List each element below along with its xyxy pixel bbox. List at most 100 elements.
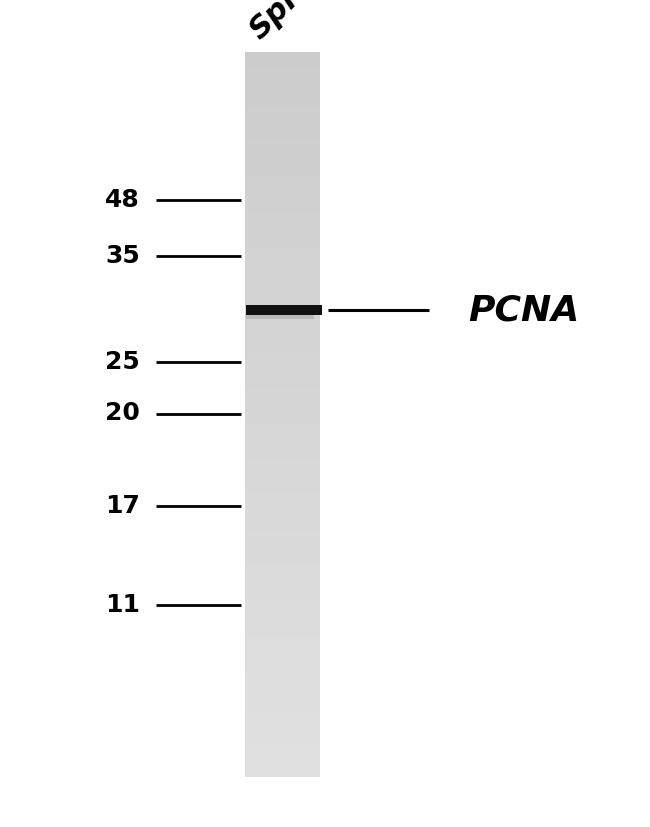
Bar (246, 212, 320, 218)
Bar (246, 76, 320, 83)
Bar (246, 467, 320, 473)
Bar (246, 245, 320, 251)
Text: 17: 17 (105, 494, 140, 519)
Bar (246, 351, 320, 358)
Bar (246, 491, 320, 498)
Bar (246, 675, 320, 681)
Bar (246, 192, 320, 198)
Text: 35: 35 (105, 244, 140, 269)
Bar (246, 394, 320, 401)
Bar (246, 587, 320, 594)
Bar (246, 520, 320, 527)
Bar (246, 549, 320, 556)
Bar (246, 375, 320, 382)
Bar (246, 134, 320, 141)
Bar (246, 260, 320, 266)
Bar (246, 708, 320, 715)
Bar (246, 308, 320, 314)
Bar (246, 626, 320, 633)
Bar (246, 255, 320, 261)
Bar (246, 385, 320, 391)
Bar (246, 655, 320, 662)
Bar (246, 442, 320, 449)
Bar (246, 510, 320, 517)
Bar (246, 182, 320, 189)
Bar (246, 752, 320, 758)
Bar (246, 718, 320, 724)
Bar (246, 168, 320, 174)
Bar (246, 438, 320, 445)
Bar (246, 390, 320, 396)
Bar (246, 645, 320, 652)
Bar (246, 105, 320, 112)
Bar (246, 305, 322, 315)
Bar (246, 347, 320, 353)
Bar (246, 294, 320, 300)
Bar (246, 641, 320, 647)
Bar (246, 481, 320, 488)
Bar (246, 534, 320, 541)
Bar (246, 284, 320, 290)
Bar (246, 139, 320, 146)
Bar (246, 96, 320, 102)
Bar (246, 197, 320, 203)
Bar (246, 650, 320, 657)
Bar (246, 447, 320, 454)
Bar (246, 86, 320, 93)
Bar (246, 728, 320, 734)
Bar (246, 100, 320, 107)
Bar (246, 303, 320, 309)
Bar (246, 771, 320, 777)
Bar (246, 404, 320, 411)
Bar (246, 279, 320, 285)
Bar (246, 703, 320, 710)
Bar (246, 313, 320, 319)
Bar (246, 414, 320, 420)
Bar (246, 684, 320, 691)
Bar (246, 231, 320, 237)
Bar (246, 554, 320, 561)
Bar (246, 323, 320, 328)
Bar (246, 81, 320, 88)
Bar (246, 54, 320, 777)
Bar (246, 241, 320, 246)
Bar (246, 529, 320, 536)
Text: 48: 48 (105, 188, 140, 213)
Bar (246, 713, 320, 719)
Bar (246, 71, 320, 78)
Bar (246, 694, 320, 700)
Bar (246, 163, 320, 170)
Bar (246, 612, 320, 619)
Bar (246, 568, 320, 575)
Bar (246, 500, 320, 507)
Bar (246, 399, 320, 406)
Bar (246, 236, 320, 242)
Bar (246, 689, 320, 696)
Bar (246, 433, 320, 440)
Text: 11: 11 (105, 593, 140, 618)
Bar (246, 578, 320, 585)
Bar (246, 679, 320, 686)
Bar (246, 621, 320, 628)
Bar (246, 129, 320, 136)
Bar (246, 187, 320, 194)
Bar (246, 67, 320, 73)
Bar (246, 173, 320, 179)
Bar (246, 515, 320, 522)
Bar (246, 539, 320, 546)
Bar (246, 110, 320, 117)
Bar (246, 337, 320, 343)
Bar (246, 476, 320, 483)
Bar (246, 631, 320, 638)
Bar (246, 342, 320, 348)
Bar (246, 471, 320, 478)
Bar (246, 370, 320, 377)
Bar (246, 583, 320, 589)
Bar (246, 91, 320, 97)
Bar (246, 409, 320, 415)
Bar (246, 52, 320, 59)
Bar (246, 120, 320, 127)
Bar (246, 299, 320, 304)
Bar (246, 158, 320, 165)
Bar (246, 154, 320, 160)
